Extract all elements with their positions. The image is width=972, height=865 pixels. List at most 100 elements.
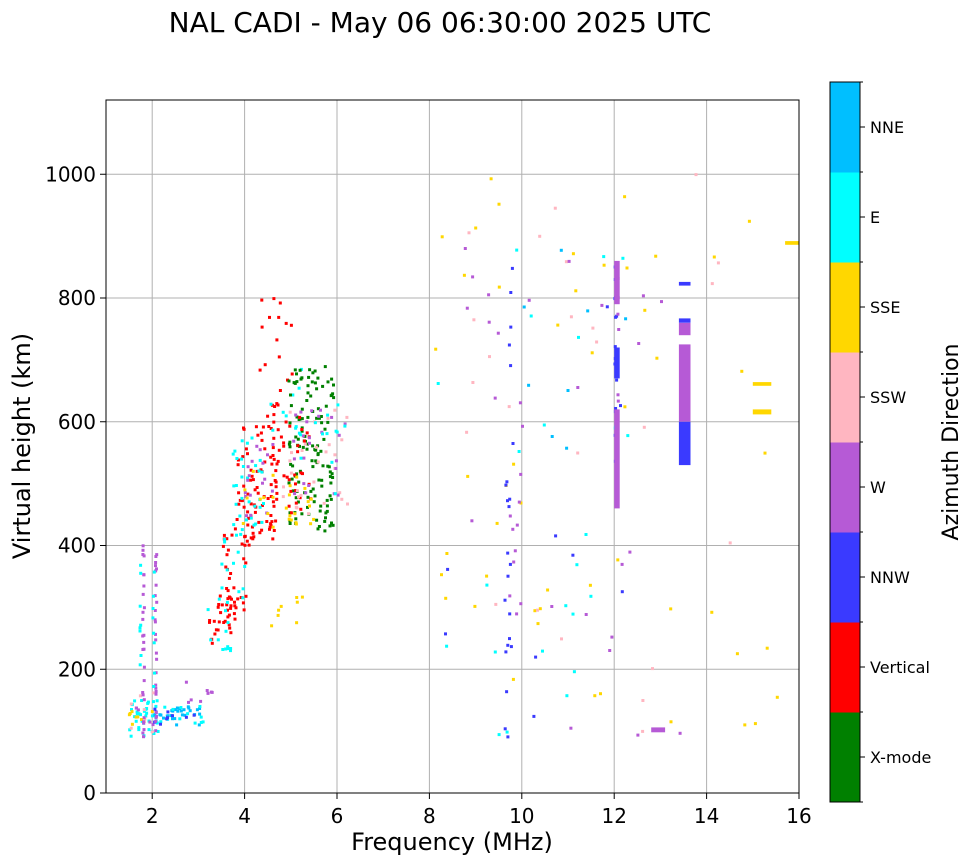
echo-point-w <box>508 514 512 518</box>
echo-point-vertical <box>268 525 272 529</box>
echo-point-ssw <box>138 694 142 698</box>
echo-point-nnw <box>446 567 450 571</box>
echo-point-nne <box>162 716 165 720</box>
echo-point-x-mode <box>315 518 319 522</box>
echo-point-vertical <box>265 520 269 523</box>
echo-point-ssw <box>465 430 469 434</box>
echo-point-nne <box>527 383 531 387</box>
echo-point-sse <box>271 525 275 529</box>
echo-point-w <box>637 342 641 345</box>
echo-point-sse <box>623 195 627 199</box>
echo-point-w <box>569 726 573 730</box>
echo-point-nne <box>175 706 179 710</box>
echo-point-vertical <box>246 510 250 514</box>
echo-point-vertical <box>251 531 255 535</box>
echo-point-x-mode <box>314 448 318 452</box>
echo-point-w <box>519 602 523 606</box>
echo-point-e <box>542 423 546 427</box>
echo-point-w <box>608 649 612 652</box>
echo-point-vertical <box>302 439 306 443</box>
echo-point-vertical <box>279 435 283 439</box>
echo-point-w <box>246 478 250 482</box>
echo-point-sse <box>536 622 540 626</box>
echo-point-e <box>155 721 159 725</box>
echo-point-x-mode <box>288 445 292 449</box>
echo-point-e <box>321 432 324 436</box>
echo-point-vertical <box>256 433 260 437</box>
echo-point-x-mode <box>313 369 317 373</box>
echo-point-w <box>142 584 146 588</box>
echo-point-ssw <box>314 445 318 449</box>
echo-point-w <box>550 605 554 608</box>
echo-point-w <box>515 523 519 527</box>
echo-point-vertical <box>259 468 263 472</box>
echo-point-ssw <box>338 491 342 495</box>
echo-point-vertical <box>242 608 246 612</box>
echo-point-e <box>335 430 339 434</box>
echo-point-vertical <box>245 539 249 543</box>
echo-point-x-mode <box>298 469 302 473</box>
echo-point-w <box>263 477 267 481</box>
echo-point-vertical <box>233 604 237 608</box>
echo-point-vertical <box>237 502 241 506</box>
echo-point-x-mode <box>303 434 307 438</box>
echo-point-sse <box>134 715 138 719</box>
echo-point-e <box>240 528 244 532</box>
echo-point-nnw <box>507 505 511 509</box>
echo-point-vertical <box>258 531 262 535</box>
echo-point-nne <box>565 446 569 450</box>
echo-point-sse <box>276 613 280 617</box>
echo-point-sse <box>287 493 291 497</box>
echo-bar-w <box>678 322 691 336</box>
echo-point-x-mode <box>316 453 320 457</box>
echo-point-nne <box>159 713 163 717</box>
echo-point-sse <box>270 624 274 628</box>
echo-point-ssw <box>641 699 645 702</box>
echo-point-x-mode <box>294 517 298 521</box>
echo-point-nnw <box>508 497 512 501</box>
echo-point-vertical <box>242 505 246 509</box>
echo-point-w <box>205 689 209 692</box>
echo-point-e <box>152 631 156 635</box>
echo-point-x-mode <box>305 399 309 402</box>
echo-point-w <box>270 489 274 493</box>
echo-point-e <box>333 492 337 496</box>
echo-point-sse <box>293 512 297 516</box>
echo-point-vertical <box>253 510 257 514</box>
echo-point-x-mode <box>314 459 318 463</box>
echo-point-sse <box>150 710 154 713</box>
echo-point-vertical <box>229 604 233 608</box>
echo-point-nnw <box>192 713 196 717</box>
echo-point-x-mode <box>294 496 298 500</box>
echo-point-nne <box>550 435 554 438</box>
echo-point-vertical <box>225 587 229 590</box>
echo-point-vertical <box>277 448 281 452</box>
echo-point-vertical <box>260 325 264 329</box>
echo-point-sse <box>602 263 606 267</box>
echo-point-ssw <box>303 442 307 446</box>
echo-point-w <box>266 453 269 457</box>
echo-point-e <box>239 532 243 536</box>
echo-point-w <box>142 606 146 610</box>
echo-point-nne <box>624 317 628 321</box>
echo-point-w <box>567 259 571 263</box>
echo-point-e <box>232 484 236 488</box>
echo-point-sse <box>599 692 602 696</box>
echo-point-sse <box>654 254 658 258</box>
echo-point-w <box>184 680 188 684</box>
echo-point-x-mode <box>315 387 319 391</box>
echo-point-ssw <box>560 637 563 641</box>
echo-point-vertical <box>272 297 276 301</box>
colorbar-label: E <box>870 208 880 227</box>
echo-point-nnw <box>153 707 157 711</box>
echo-point-e <box>258 505 262 509</box>
echo-point-nnw <box>507 343 511 347</box>
echo-point-e <box>226 621 230 625</box>
echo-point-sse <box>538 607 542 611</box>
echo-point-w <box>141 610 145 614</box>
echo-point-ssw <box>576 451 580 455</box>
echo-point-x-mode <box>329 394 333 398</box>
echo-point-x-mode <box>323 519 327 523</box>
echo-point-w <box>517 500 521 504</box>
echo-point-ssw <box>728 541 732 545</box>
